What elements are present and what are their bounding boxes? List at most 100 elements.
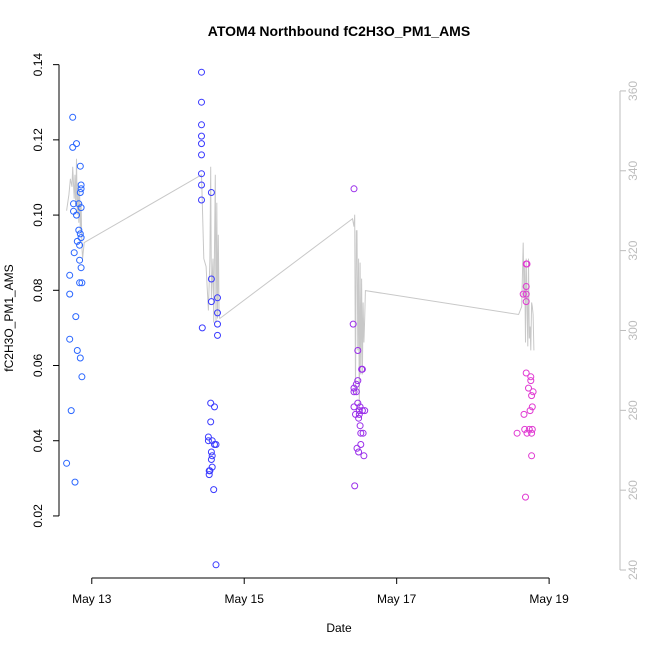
data-point xyxy=(351,482,359,490)
data-point xyxy=(78,373,86,381)
data-point xyxy=(355,414,363,422)
data-point xyxy=(207,189,215,196)
data-point xyxy=(352,380,360,388)
data-point xyxy=(527,377,535,385)
data-point xyxy=(360,452,368,460)
data-point xyxy=(69,113,77,121)
data-point xyxy=(354,347,362,354)
right-tick-label: 260 xyxy=(626,480,640,500)
data-point xyxy=(207,456,215,463)
data-point xyxy=(523,260,531,268)
data-point xyxy=(359,429,367,437)
data-point xyxy=(522,283,530,290)
y-tick-label: 0.14 xyxy=(31,53,45,77)
data-point xyxy=(72,313,80,321)
data-point xyxy=(519,290,527,298)
data-point xyxy=(71,478,79,486)
data-point xyxy=(76,354,84,362)
data-point xyxy=(528,429,536,437)
data-point xyxy=(77,264,85,272)
data-point xyxy=(522,369,530,377)
data-point xyxy=(73,140,80,148)
data-point xyxy=(350,403,358,411)
data-point xyxy=(529,388,537,396)
data-point xyxy=(525,384,532,392)
x-tick-label: May 15 xyxy=(225,592,265,606)
data-point xyxy=(355,407,363,415)
data-point xyxy=(206,467,214,475)
data-point xyxy=(198,132,205,140)
data-point xyxy=(522,493,529,501)
data-point xyxy=(66,271,74,279)
data-point xyxy=(350,185,358,193)
right-tick-label: 340 xyxy=(626,160,640,180)
scatter-points-layer xyxy=(63,68,537,569)
y-tick-label: 0.12 xyxy=(31,128,45,152)
data-point xyxy=(214,309,221,317)
data-point xyxy=(198,140,205,148)
data-point xyxy=(522,298,530,306)
data-point xyxy=(78,279,86,287)
right-tick-label: 240 xyxy=(626,560,640,580)
data-point xyxy=(73,237,81,245)
data-point xyxy=(361,407,369,415)
data-point xyxy=(355,448,363,456)
data-point xyxy=(358,365,366,373)
data-point xyxy=(207,448,215,456)
data-point xyxy=(350,388,358,396)
data-point xyxy=(208,452,216,460)
data-point xyxy=(198,170,205,178)
data-point xyxy=(207,399,215,407)
data-point xyxy=(77,185,85,193)
y-tick-label: 0.06 xyxy=(31,354,45,378)
axes-layer: 0.02 0.04 0.06 0.08 0.10 0.12 0.14 May 13 May 15… xyxy=(31,53,640,606)
data-point xyxy=(76,162,84,170)
data-point xyxy=(349,320,357,328)
data-point xyxy=(352,388,360,396)
data-point xyxy=(523,429,531,437)
data-point xyxy=(356,422,364,430)
data-point xyxy=(212,561,220,569)
data-point xyxy=(210,486,218,494)
data-point xyxy=(356,403,364,411)
data-point xyxy=(528,425,536,433)
data-point xyxy=(354,377,362,385)
data-point xyxy=(513,429,521,437)
data-point xyxy=(353,444,361,452)
data-point xyxy=(212,441,220,448)
data-point xyxy=(198,151,205,159)
right-tick-label: 300 xyxy=(626,320,640,340)
data-point xyxy=(358,407,366,415)
data-point xyxy=(207,418,215,426)
data-point xyxy=(77,181,85,189)
data-point xyxy=(76,189,84,196)
data-point xyxy=(76,279,84,287)
data-point xyxy=(204,433,212,441)
data-point xyxy=(77,234,85,242)
data-point xyxy=(207,298,215,306)
series-line xyxy=(66,158,535,415)
data-point xyxy=(198,68,205,76)
data-point xyxy=(63,459,71,467)
data-point xyxy=(70,249,78,257)
right-tick-label: 280 xyxy=(626,400,640,420)
data-point xyxy=(526,407,534,415)
data-point xyxy=(66,335,74,343)
data-point xyxy=(198,181,205,189)
data-point xyxy=(214,294,221,302)
data-point xyxy=(204,437,212,445)
data-point xyxy=(75,226,83,234)
data-point xyxy=(528,452,536,460)
data-point xyxy=(207,275,215,283)
data-point xyxy=(76,256,84,264)
x-axis-title: Date xyxy=(326,621,352,635)
y-tick-label: 0.04 xyxy=(31,429,45,453)
data-point xyxy=(522,290,530,298)
y-axis-title: fC2H3O_PM1_AMS xyxy=(2,264,16,371)
data-point xyxy=(76,230,84,238)
data-point xyxy=(354,399,362,407)
data-point xyxy=(205,471,213,479)
data-point xyxy=(525,425,533,433)
